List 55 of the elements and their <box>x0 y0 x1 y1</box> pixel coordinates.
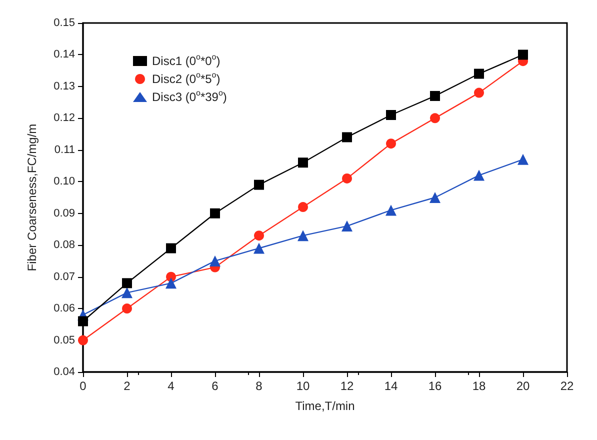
point <box>122 304 132 314</box>
y-tick-label: 0.08 <box>54 239 75 252</box>
point <box>342 132 352 142</box>
y-tick-label: 0.12 <box>54 112 75 124</box>
point <box>254 180 264 190</box>
point <box>78 335 88 346</box>
y-tick-label: 0.09 <box>54 207 75 220</box>
x-tick-label: 10 <box>296 379 310 393</box>
point <box>166 243 176 254</box>
x-tick-label: 2 <box>124 379 131 393</box>
point <box>78 316 88 326</box>
y-tick-label: 0.05 <box>54 334 75 346</box>
y-tick-label: 0.10 <box>54 176 75 188</box>
y-tick-label: 0.15 <box>54 17 75 29</box>
x-tick-label: 16 <box>428 379 442 393</box>
point <box>342 220 352 232</box>
y-tick-label: 0.07 <box>54 270 75 283</box>
y-tick-label: 0.06 <box>54 302 75 315</box>
x-tick-label: 8 <box>256 379 263 393</box>
point <box>254 242 264 254</box>
x-axis-title: Time,T/min <box>295 399 355 413</box>
point <box>474 68 484 79</box>
y-axis-title: Fiber Coarseness,FC/mg/m <box>25 124 39 272</box>
x-tick-label: 14 <box>384 379 398 393</box>
point <box>386 204 396 216</box>
x-tick-label: 20 <box>516 379 530 393</box>
x-tick-label: 22 <box>560 379 574 393</box>
x-tick-label: 12 <box>340 379 354 393</box>
point <box>122 278 132 288</box>
point <box>474 170 484 181</box>
point <box>518 154 528 165</box>
point <box>386 110 396 120</box>
y-tick-label: 0.11 <box>54 144 75 156</box>
x-tick-label: 6 <box>212 379 219 393</box>
point <box>386 138 396 149</box>
point <box>342 173 352 184</box>
x-tick-label: 4 <box>168 379 175 393</box>
point <box>210 208 220 218</box>
x-tick-label: 0 <box>80 379 87 393</box>
point <box>122 287 132 298</box>
point <box>430 113 440 124</box>
point <box>430 192 440 203</box>
y-tick-label: 0.04 <box>54 366 75 378</box>
point <box>166 278 176 289</box>
point <box>298 230 308 242</box>
y-tick-label: 0.13 <box>54 80 75 92</box>
point <box>298 202 308 212</box>
point <box>254 230 264 241</box>
x-tick-label: 18 <box>472 379 486 393</box>
point <box>298 158 308 168</box>
point <box>474 88 484 98</box>
point <box>430 90 440 101</box>
point <box>210 255 220 266</box>
y-tick-label: 0.14 <box>54 48 75 61</box>
point <box>518 50 528 60</box>
